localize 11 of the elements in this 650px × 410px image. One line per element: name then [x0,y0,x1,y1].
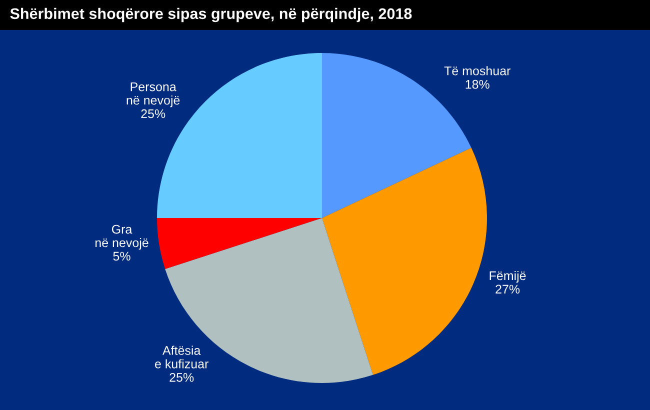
data-label: 18% [466,80,490,89]
slice-label: Aftësia e kufizuar [155,346,208,368]
data-label: 27% [496,284,520,294]
slice-label: Persona në nevojë [126,82,180,108]
slice-label: Gra në nevojë [95,224,148,250]
chart-title: Shërbimet shoqërore sipas grupeve, në përqindje, 2018 [10,8,412,22]
slice-label: Fëmijë [490,270,526,283]
data-label: 25% [170,372,194,382]
data-label: 5% [113,252,130,261]
slice-label: Të moshuar [444,66,510,76]
data-label: 25% [141,109,166,118]
